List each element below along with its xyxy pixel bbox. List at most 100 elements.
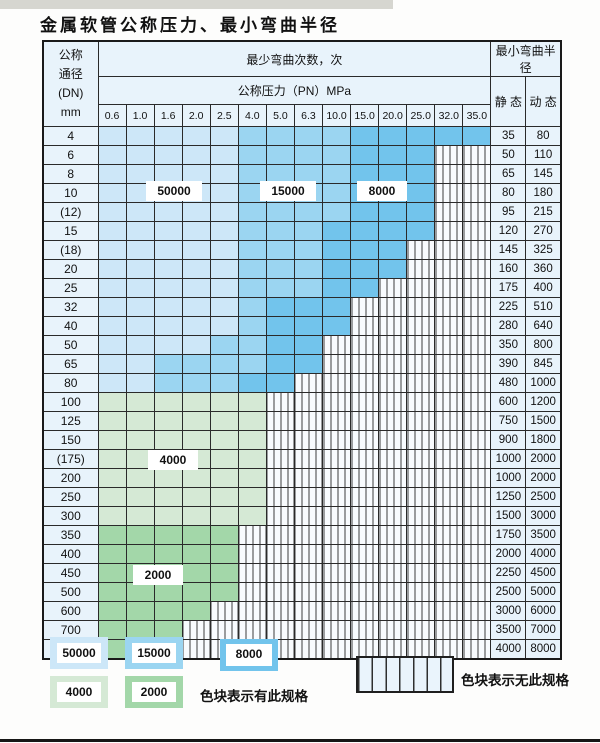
zone-cell: [321, 126, 352, 146]
zone-cell: [434, 126, 464, 146]
table-row: 150 900 1800: [42, 430, 562, 450]
zone-cell: [321, 392, 352, 412]
table-row: 25 175 400: [42, 278, 562, 298]
dn-cell: 20: [42, 259, 99, 279]
zone-cell: [125, 449, 155, 469]
zone-cell: [406, 221, 436, 241]
pressure-header-cell: 4.0: [237, 104, 267, 127]
zone-cell: [265, 316, 295, 336]
legend-swatch-15000: 15000: [125, 637, 183, 669]
zone-cell: [462, 392, 492, 412]
zone-cell: [350, 487, 380, 507]
zone-cell: [462, 373, 492, 393]
zone-cell: [209, 601, 239, 621]
dn-header-line: mm: [60, 105, 81, 119]
zone-cell: [209, 411, 239, 431]
zone-cell: [181, 525, 211, 545]
zone-cell: [265, 240, 295, 260]
zone-cell: [462, 582, 492, 602]
zone-cell: [265, 449, 295, 469]
zone-cell: [265, 335, 295, 355]
zone-cell: [153, 221, 183, 241]
zone-cell: [209, 259, 239, 279]
zone-cell: [293, 430, 324, 450]
zone-cell: [181, 430, 211, 450]
zone-cell: [462, 544, 492, 564]
static-radius-cell: 35: [490, 126, 527, 146]
zone-cell: [293, 506, 324, 526]
pressure-header-cell: 5.0: [265, 104, 295, 127]
dynamic-radius-cell: 2500: [525, 487, 562, 507]
dn-cell: 400: [42, 544, 99, 564]
zone-cell: [434, 620, 464, 640]
zone-cell: [462, 202, 492, 222]
dn-cell: 40: [42, 316, 99, 336]
zone-cell: [237, 240, 267, 260]
table-row: 8 65 145: [42, 164, 562, 184]
zone-cell: [97, 449, 127, 469]
zone-cell: [293, 240, 324, 260]
zone-cell: [125, 278, 155, 298]
zone-cell: [265, 582, 295, 602]
static-radius-cell: 160: [490, 259, 527, 279]
static-radius-cell: 3000: [490, 601, 527, 621]
zone-cell: [293, 335, 324, 355]
dynamic-radius-cell: 640: [525, 316, 562, 336]
zone-cell: [153, 145, 183, 165]
zone-cell: [181, 544, 211, 564]
table-row: 700 3500 7000: [42, 620, 562, 640]
zone-cell: [293, 297, 324, 317]
zone-cell: [97, 373, 127, 393]
zone-cell: [125, 373, 155, 393]
zone-cell: [293, 126, 324, 146]
zone-cell: [237, 468, 267, 488]
zone-cell: [406, 506, 436, 526]
zone-cell: [434, 449, 464, 469]
zone-cell: [153, 335, 183, 355]
zone-cell: [153, 297, 183, 317]
pressure-header-cell: 15.0: [350, 104, 380, 127]
zone-cell: [350, 582, 380, 602]
zone-cell: [181, 354, 211, 374]
table-row: 80 480 1000: [42, 373, 562, 393]
zone-cell: [209, 487, 239, 507]
legend-label-4000: 4000: [57, 682, 101, 702]
zone-cell: [125, 487, 155, 507]
zone-cell: [265, 430, 295, 450]
table-row: (175) 1000 2000: [42, 449, 562, 469]
zone-cell: [125, 259, 155, 279]
zone-cell: [321, 335, 352, 355]
zone-cell: [209, 202, 239, 222]
static-radius-cell: 4000: [490, 639, 527, 660]
zone-cell: [378, 221, 408, 241]
zone-cell: [321, 620, 352, 640]
zone-cell: [406, 468, 436, 488]
zone-cell: [406, 316, 436, 336]
table-row: 50 350 800: [42, 335, 562, 355]
zone-cell: [237, 297, 267, 317]
zone-cell: [209, 430, 239, 450]
zone-cell: [209, 335, 239, 355]
zone-cell: [434, 506, 464, 526]
static-radius-cell: 1000: [490, 449, 527, 469]
dynamic-radius-cell: 1800: [525, 430, 562, 450]
zone-cell: [321, 430, 352, 450]
cycle-count-label: 4000: [148, 450, 198, 470]
zone-cell: [462, 601, 492, 621]
zone-cell: [462, 145, 492, 165]
zone-cell: [97, 354, 127, 374]
dn-cell: 8: [42, 164, 99, 184]
zone-cell: [378, 392, 408, 412]
zone-cell: [97, 145, 127, 165]
legend-swatch-50000: 50000: [50, 637, 108, 669]
zone-cell: [378, 582, 408, 602]
zone-cell: [125, 506, 155, 526]
zone-cell: [434, 468, 464, 488]
zone-cell: [434, 240, 464, 260]
zone-cell: [406, 392, 436, 412]
zone-cell: [406, 411, 436, 431]
page-bottom-rule: [0, 739, 600, 742]
zone-cell: [378, 202, 408, 222]
zone-cell: [462, 639, 492, 660]
zone-cell: [125, 525, 155, 545]
